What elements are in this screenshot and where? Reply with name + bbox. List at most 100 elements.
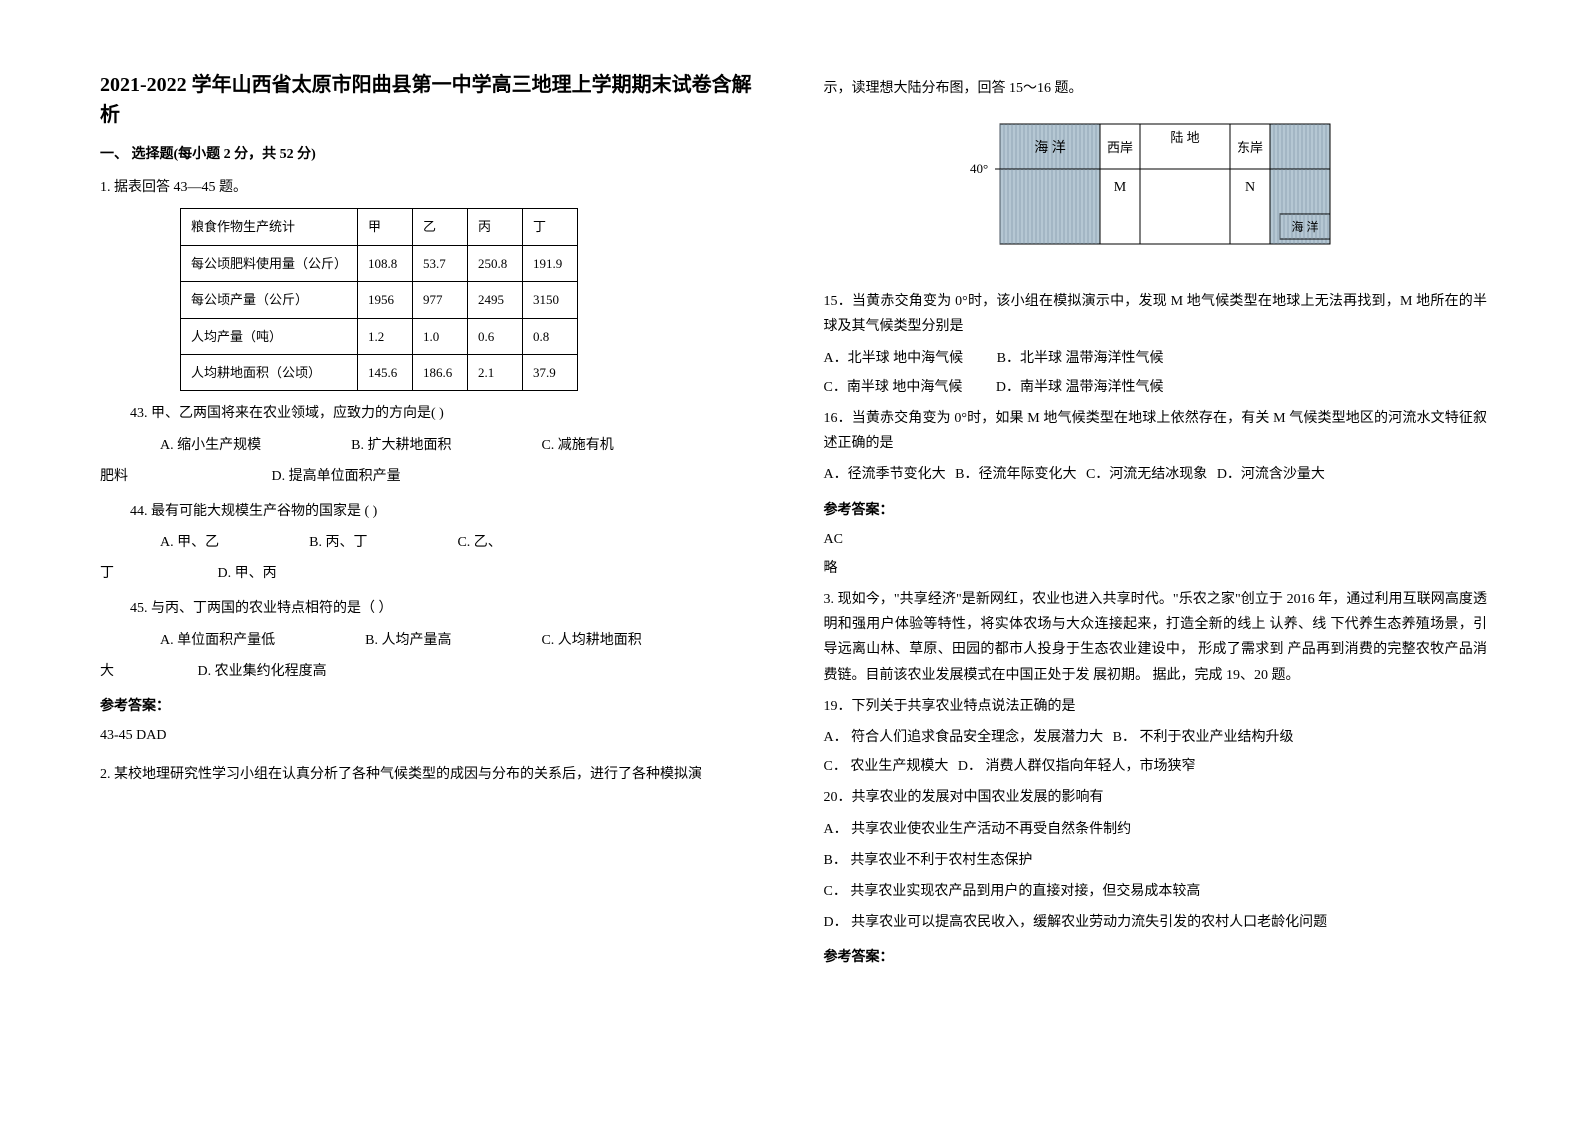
opt-c: C． 农业生产规模大 [824, 754, 949, 779]
q2-stem: 2. 某校地理研究性学习小组在认真分析了各种气候类型的成因与分布的关系后，进行了… [100, 762, 764, 787]
q2-answer-1: AC [824, 527, 1488, 552]
q1-table: 粮食作物生产统计 甲 乙 丙 丁 每公顷肥料使用量（公斤） 108.8 53.7… [180, 208, 578, 391]
cell: 53.7 [413, 245, 468, 281]
q3-answer-head: 参考答案： [824, 945, 1488, 970]
q43-stem: 43. 甲、乙两国将来在农业领域，应致力的方向是( ) [130, 401, 764, 426]
table-row: 人均耕地面积（公顷） 145.6 186.6 2.1 37.9 [181, 354, 578, 390]
q45-options-row1: A. 单位面积产量低 B. 人均产量高 C. 人均耕地面积 [160, 628, 764, 653]
opt-c: C. 减施有机 [541, 433, 613, 458]
q19-opts-cd: C． 农业生产规模大 D． 消费人群仅指向年轻人，市场狭窄 [824, 754, 1488, 779]
svg-text:N: N [1245, 180, 1255, 195]
opt-c: C．河流无结冰现象 [1086, 462, 1207, 487]
cell: 0.6 [468, 318, 523, 354]
section-1-head: 一、 选择题(每小题 2 分，共 52 分) [100, 142, 764, 167]
opt-d: D. 甲、丙 [218, 566, 277, 581]
q20-stem: 20．共享农业的发展对中国农业发展的影响有 [824, 785, 1488, 810]
cell: 977 [413, 282, 468, 318]
cell: 甲 [358, 209, 413, 245]
table-row: 每公顷产量（公斤） 1956 977 2495 3150 [181, 282, 578, 318]
cell: 人均产量（吨） [181, 318, 358, 354]
opt-b: B． 不利于农业产业结构升级 [1113, 725, 1294, 750]
cell: 37.9 [523, 354, 578, 390]
cell: 1.2 [358, 318, 413, 354]
q44-stem: 44. 最有可能大规模生产谷物的国家是 ( ) [130, 499, 764, 524]
q1-answer: 43-45 DAD [100, 723, 764, 748]
svg-text:40°: 40° [970, 161, 988, 176]
q44-options-row2: 丁 D. 甲、丙 [100, 561, 764, 586]
q15-stem: 15．当黄赤交角变为 0°时，该小组在模拟演示中，发现 M 地气候类型在地球上无… [824, 289, 1488, 339]
table-row: 人均产量（吨） 1.2 1.0 0.6 0.8 [181, 318, 578, 354]
q2-stem-cont: 示，读理想大陆分布图，回答 15～16 题。 [824, 76, 1488, 101]
svg-text:M: M [1114, 180, 1127, 195]
opt-b: B. 人均产量高 [365, 628, 451, 653]
cell: 丙 [468, 209, 523, 245]
opt-d: D． 消费人群仅指向年轻人，市场狭窄 [958, 754, 1196, 779]
cell: 0.8 [523, 318, 578, 354]
opt-a: A．径流季节变化大 [824, 462, 946, 487]
q1-answer-head: 参考答案： [100, 694, 764, 719]
cell: 粮食作物生产统计 [181, 209, 358, 245]
q19-stem: 19．下列关于共享农业特点说法正确的是 [824, 694, 1488, 719]
opt-d: D. 提高单位面积产量 [272, 469, 401, 484]
cell: 1.0 [413, 318, 468, 354]
opt-d: D．河流含沙量大 [1217, 462, 1325, 487]
continent-svg: 40° 海 洋 西岸 陆 地东岸 M N 海 洋 [960, 119, 1350, 259]
opt-d: D. 农业集约化程度高 [198, 664, 327, 679]
q15-options-cd: C．南半球 地中海气候 D．南半球 温带海洋性气候 [824, 375, 1488, 400]
exam-title: 2021-2022 学年山西省太原市阳曲县第一中学高三地理上学期期末试卷含解析 [100, 70, 764, 130]
left-column: 2021-2022 学年山西省太原市阳曲县第一中学高三地理上学期期末试卷含解析 … [100, 70, 764, 1082]
q44-options-row1: A. 甲、乙 B. 丙、丁 C. 乙、 [160, 530, 764, 555]
q2-answer-head: 参考答案： [824, 498, 1488, 523]
cell: 108.8 [358, 245, 413, 281]
cell: 人均耕地面积（公顷） [181, 354, 358, 390]
q16-stem: 16．当黄赤交角变为 0°时，如果 M 地气候类型在地球上依然存在，有关 M 气… [824, 406, 1488, 456]
table-row: 每公顷肥料使用量（公斤） 108.8 53.7 250.8 191.9 [181, 245, 578, 281]
opt-b: B．径流年际变化大 [955, 462, 1076, 487]
svg-text:东岸: 东岸 [1237, 140, 1263, 155]
table-row: 粮食作物生产统计 甲 乙 丙 丁 [181, 209, 578, 245]
opt-cont: 丁 [100, 566, 114, 581]
cell: 1956 [358, 282, 413, 318]
opt-cont: 大 [100, 664, 114, 679]
opt-a: A. 缩小生产规模 [160, 433, 261, 458]
opt-a: A． 符合人们追求食品安全理念，发展潜力大 [824, 725, 1104, 750]
opt-c: C． 共享农业实现农产品到用户的直接对接，但交易成本较高 [824, 879, 1488, 904]
q43-options-row1: A. 缩小生产规模 B. 扩大耕地面积 C. 减施有机 [160, 433, 764, 458]
cell: 2.1 [468, 354, 523, 390]
q45-options-row2: 大 D. 农业集约化程度高 [100, 659, 764, 684]
right-column: 示，读理想大陆分布图，回答 15～16 题。 40° 海 洋 西岸 陆 地东岸 M N 海 … [824, 70, 1488, 1082]
opt-a: A. 甲、乙 [160, 530, 219, 555]
ideal-continent-diagram: 40° 海 洋 西岸 陆 地东岸 M N 海 洋 [824, 119, 1488, 259]
q15-options-ab: A．北半球 地中海气候 B．北半球 温带海洋性气候 [824, 346, 1488, 371]
svg-text:陆 地: 陆 地 [1171, 130, 1200, 145]
q43-options-row2: 肥料 D. 提高单位面积产量 [100, 464, 764, 489]
opt-b: B．北半球 温带海洋性气候 [997, 346, 1164, 371]
svg-text:海 洋: 海 洋 [1292, 219, 1319, 234]
opt-c: C. 人均耕地面积 [541, 628, 641, 653]
cell: 250.8 [468, 245, 523, 281]
q19-opts-ab: A． 符合人们追求食品安全理念，发展潜力大 B． 不利于农业产业结构升级 [824, 725, 1488, 750]
opt-d: D．南半球 温带海洋性气候 [996, 375, 1164, 400]
cell: 乙 [413, 209, 468, 245]
opt-a: A．北半球 地中海气候 [824, 346, 964, 371]
opt-c: C．南半球 地中海气候 [824, 375, 963, 400]
svg-text:海 洋: 海 洋 [1035, 140, 1067, 156]
opt-b: B． 共享农业不利于农村生态保护 [824, 848, 1488, 873]
q1-stem: 1. 据表回答 43—45 题。 [100, 175, 764, 200]
q45-stem: 45. 与丙、丁两国的农业特点相符的是（ ） [130, 596, 764, 621]
cell: 191.9 [523, 245, 578, 281]
cell: 3150 [523, 282, 578, 318]
q16-options: A．径流季节变化大 B．径流年际变化大 C．河流无结冰现象 D．河流含沙量大 [824, 462, 1488, 487]
opt-a: A． 共享农业使农业生产活动不再受自然条件制约 [824, 817, 1488, 842]
cell: 2495 [468, 282, 523, 318]
q2-answer-2: 略 [824, 556, 1488, 581]
cell: 186.6 [413, 354, 468, 390]
opt-a: A. 单位面积产量低 [160, 628, 275, 653]
svg-text:西岸: 西岸 [1107, 140, 1133, 155]
opt-d: D． 共享农业可以提高农民收入，缓解农业劳动力流失引发的农村人口老龄化问题 [824, 910, 1488, 935]
opt-cont: 肥料 [100, 469, 128, 484]
cell: 145.6 [358, 354, 413, 390]
cell: 丁 [523, 209, 578, 245]
opt-c: C. 乙、 [457, 530, 501, 555]
opt-b: B. 丙、丁 [309, 530, 367, 555]
